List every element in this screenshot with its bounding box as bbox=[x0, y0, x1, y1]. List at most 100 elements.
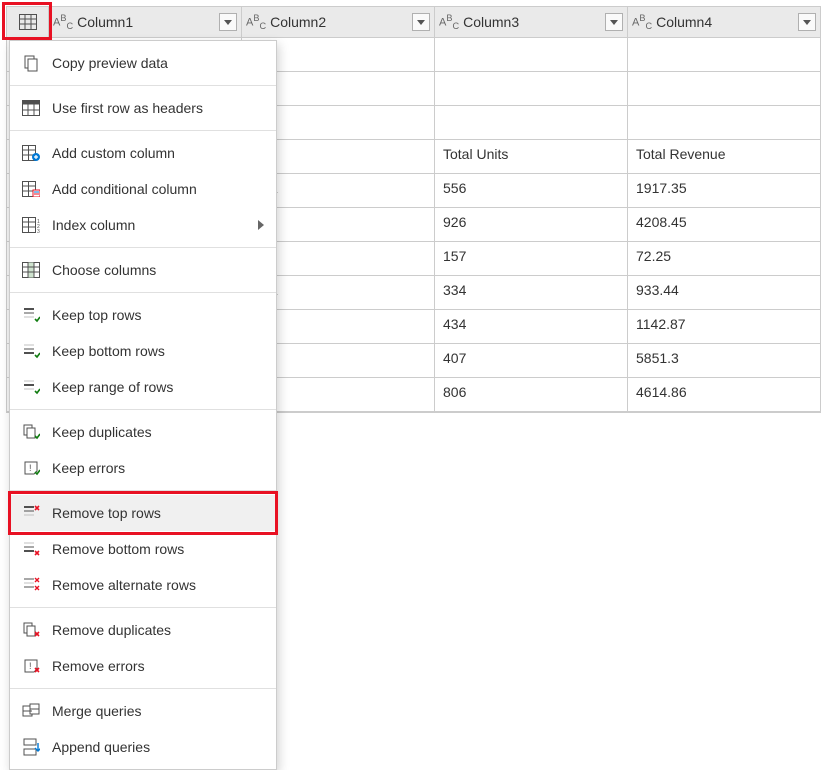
remove-errors-icon: ! bbox=[20, 655, 42, 677]
menu-keep-errors[interactable]: ! Keep errors bbox=[10, 450, 276, 486]
remove-duplicates-icon bbox=[20, 619, 42, 641]
menu-keep-bottom-rows[interactable]: Keep bottom rows bbox=[10, 333, 276, 369]
menu-item-label: Use first row as headers bbox=[52, 100, 203, 116]
menu-item-label: Keep errors bbox=[52, 460, 125, 476]
keep-range-icon bbox=[20, 376, 42, 398]
column-header-2[interactable]: ABC Column2 bbox=[242, 7, 435, 37]
cell[interactable]: 1917.35 bbox=[628, 174, 820, 207]
menu-copy-preview-data[interactable]: Copy preview data bbox=[10, 45, 276, 81]
cell[interactable] bbox=[628, 72, 820, 105]
index-column-icon: 123 bbox=[20, 214, 42, 236]
keep-errors-icon: ! bbox=[20, 457, 42, 479]
text-type-icon: ABC bbox=[246, 13, 266, 31]
cell[interactable] bbox=[435, 106, 628, 139]
remove-bottom-icon bbox=[20, 538, 42, 560]
menu-separator bbox=[10, 85, 276, 86]
column-filter-dropdown[interactable] bbox=[219, 13, 237, 31]
svg-text:!: ! bbox=[29, 463, 32, 473]
menu-separator bbox=[10, 490, 276, 491]
menu-keep-range-rows[interactable]: Keep range of rows bbox=[10, 369, 276, 405]
choose-columns-icon bbox=[20, 259, 42, 281]
cell[interactable]: 407 bbox=[435, 344, 628, 377]
cell[interactable]: 926 bbox=[435, 208, 628, 241]
menu-item-label: Index column bbox=[52, 217, 135, 233]
menu-remove-duplicates[interactable]: Remove duplicates bbox=[10, 612, 276, 648]
column-header-4[interactable]: ABC Column4 bbox=[628, 7, 820, 37]
column-label: Column1 bbox=[77, 14, 133, 30]
cell[interactable]: 334 bbox=[435, 276, 628, 309]
menu-remove-errors[interactable]: ! Remove errors bbox=[10, 648, 276, 684]
column-header-row: ABC Column1 ABC Column2 ABC Column3 ABC … bbox=[7, 7, 820, 38]
column-filter-dropdown[interactable] bbox=[605, 13, 623, 31]
menu-item-label: Append queries bbox=[52, 739, 150, 755]
menu-item-label: Choose columns bbox=[52, 262, 156, 278]
menu-use-first-row-headers[interactable]: Use first row as headers bbox=[10, 90, 276, 126]
cell[interactable] bbox=[628, 38, 820, 71]
cell[interactable]: 72.25 bbox=[628, 242, 820, 275]
merge-queries-icon bbox=[20, 700, 42, 722]
menu-remove-bottom-rows[interactable]: Remove bottom rows bbox=[10, 531, 276, 567]
text-type-icon: ABC bbox=[439, 13, 459, 31]
column-filter-dropdown[interactable] bbox=[798, 13, 816, 31]
menu-merge-queries[interactable]: Merge queries bbox=[10, 693, 276, 729]
text-type-icon: ABC bbox=[53, 13, 73, 31]
cell[interactable] bbox=[435, 72, 628, 105]
menu-keep-top-rows[interactable]: Keep top rows bbox=[10, 297, 276, 333]
column-filter-dropdown[interactable] bbox=[412, 13, 430, 31]
copy-icon bbox=[20, 52, 42, 74]
table-grid-icon bbox=[19, 14, 37, 30]
remove-alternate-icon bbox=[20, 574, 42, 596]
menu-separator bbox=[10, 247, 276, 248]
remove-top-icon bbox=[20, 502, 42, 524]
menu-item-label: Remove alternate rows bbox=[52, 577, 196, 593]
menu-remove-top-rows[interactable]: Remove top rows bbox=[10, 495, 276, 531]
menu-separator bbox=[10, 130, 276, 131]
conditional-column-icon bbox=[20, 178, 42, 200]
menu-separator bbox=[10, 409, 276, 410]
menu-remove-alternate-rows[interactable]: Remove alternate rows bbox=[10, 567, 276, 603]
svg-text:!: ! bbox=[29, 661, 32, 671]
menu-item-label: Keep range of rows bbox=[52, 379, 173, 395]
cell[interactable]: 806 bbox=[435, 378, 628, 411]
cell[interactable]: 4614.86 bbox=[628, 378, 820, 411]
menu-item-label: Remove bottom rows bbox=[52, 541, 184, 557]
table-corner-button[interactable] bbox=[7, 7, 49, 37]
cell[interactable]: 5851.3 bbox=[628, 344, 820, 377]
cell[interactable] bbox=[628, 106, 820, 139]
cell[interactable]: 1142.87 bbox=[628, 310, 820, 343]
cell[interactable]: Total Units bbox=[435, 140, 628, 173]
menu-item-label: Copy preview data bbox=[52, 55, 168, 71]
menu-item-label: Remove top rows bbox=[52, 505, 161, 521]
column-label: Column2 bbox=[270, 14, 326, 30]
table-context-menu: Copy preview data Use first row as heade… bbox=[9, 40, 277, 770]
menu-separator bbox=[10, 688, 276, 689]
menu-choose-columns[interactable]: Choose columns bbox=[10, 252, 276, 288]
column-header-3[interactable]: ABC Column3 bbox=[435, 7, 628, 37]
custom-column-icon bbox=[20, 142, 42, 164]
svg-text:3: 3 bbox=[37, 229, 40, 233]
column-label: Column4 bbox=[656, 14, 712, 30]
cell[interactable]: 556 bbox=[435, 174, 628, 207]
menu-separator bbox=[10, 292, 276, 293]
menu-item-label: Add conditional column bbox=[52, 181, 197, 197]
menu-index-column[interactable]: 123 Index column bbox=[10, 207, 276, 243]
menu-separator bbox=[10, 607, 276, 608]
menu-add-conditional-column[interactable]: Add conditional column bbox=[10, 171, 276, 207]
cell[interactable]: 157 bbox=[435, 242, 628, 275]
cell[interactable]: 933.44 bbox=[628, 276, 820, 309]
menu-item-label: Keep top rows bbox=[52, 307, 142, 323]
cell[interactable] bbox=[435, 38, 628, 71]
cell[interactable]: 434 bbox=[435, 310, 628, 343]
menu-add-custom-column[interactable]: Add custom column bbox=[10, 135, 276, 171]
keep-duplicates-icon bbox=[20, 421, 42, 443]
menu-keep-duplicates[interactable]: Keep duplicates bbox=[10, 414, 276, 450]
cell[interactable]: Total Revenue bbox=[628, 140, 820, 173]
menu-item-label: Add custom column bbox=[52, 145, 175, 161]
keep-top-icon bbox=[20, 304, 42, 326]
text-type-icon: ABC bbox=[632, 13, 652, 31]
menu-append-queries[interactable]: Append queries bbox=[10, 729, 276, 765]
column-header-1[interactable]: ABC Column1 bbox=[49, 7, 242, 37]
menu-item-label: Remove errors bbox=[52, 658, 145, 674]
cell[interactable]: 4208.45 bbox=[628, 208, 820, 241]
menu-item-label: Keep bottom rows bbox=[52, 343, 165, 359]
